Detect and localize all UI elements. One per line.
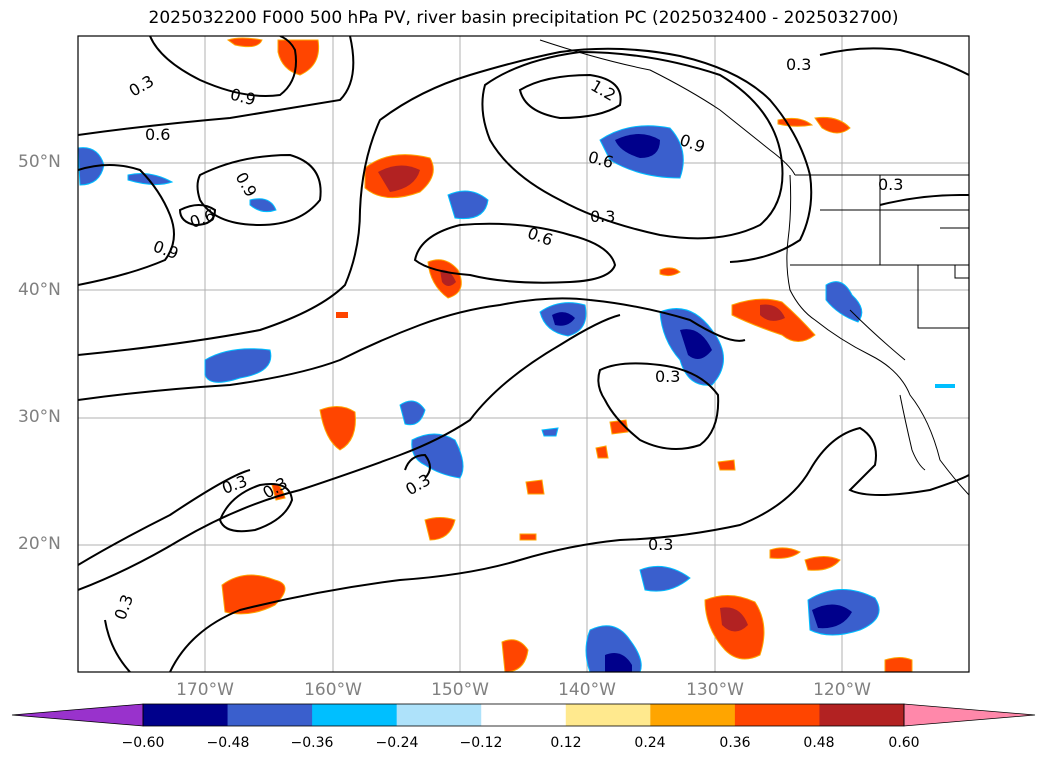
contour-label: 0.3 [655, 367, 680, 386]
colorbar-tick: 0.12 [550, 735, 582, 751]
colorbar-tick: 0.60 [888, 735, 920, 751]
colorbar-segment [819, 704, 905, 726]
colorbar-segment [481, 704, 567, 726]
colorbar-tick: −0.24 [375, 735, 419, 751]
colorbar-segment [143, 704, 229, 726]
lon-label: 170°W [176, 680, 234, 700]
colorbar-over-arrow [903, 703, 1036, 727]
colorbar-segments [143, 704, 905, 726]
lon-label: 130°W [686, 680, 744, 700]
colorbar-tick: −0.48 [206, 735, 250, 751]
contour-label: 0.6 [145, 125, 170, 144]
contour-label: 0.3 [590, 207, 615, 226]
colorbar-segment [734, 704, 820, 726]
lat-label: 40°N [18, 280, 61, 300]
colorbar-segment [227, 704, 313, 726]
colorbar-segment [396, 704, 482, 726]
colorbar-frame [142, 703, 905, 727]
graticule [78, 36, 969, 672]
lat-label: 20°N [18, 534, 61, 554]
lon-label: 150°W [431, 680, 489, 700]
lon-label: 120°W [813, 680, 871, 700]
colorbar-tick: 0.36 [719, 735, 751, 751]
map-panel: 0.3 0.9 0.6 0.9 0.6 0.9 1.2 0.9 0.6 0.3 … [77, 35, 970, 673]
lat-label: 30°N [18, 407, 61, 427]
colorbar-under-arrow [11, 703, 144, 727]
pv-contours [78, 36, 969, 672]
colorbar-tick: −0.12 [459, 735, 503, 751]
colorbar-segment [565, 704, 651, 726]
precipitation-shading [78, 37, 955, 672]
map-title: 2025032200 F000 500 hPa PV, river basin … [148, 8, 899, 28]
colorbar-segment [312, 704, 398, 726]
colorbar-tick: −0.60 [121, 735, 165, 751]
lat-label: 50°N [18, 152, 61, 172]
colorbar-segment [650, 704, 736, 726]
colorbar-tick: 0.48 [803, 735, 835, 751]
contour-label: 0.3 [786, 55, 811, 74]
coastlines [539, 39, 969, 496]
colorbar-tick: −0.36 [290, 735, 334, 751]
lon-label: 160°W [304, 680, 362, 700]
lon-label: 140°W [558, 680, 616, 700]
colorbar-tick: 0.24 [634, 735, 666, 751]
contour-label: 0.3 [648, 535, 673, 554]
map-frame [77, 35, 970, 673]
contour-label: 0.3 [878, 175, 903, 194]
